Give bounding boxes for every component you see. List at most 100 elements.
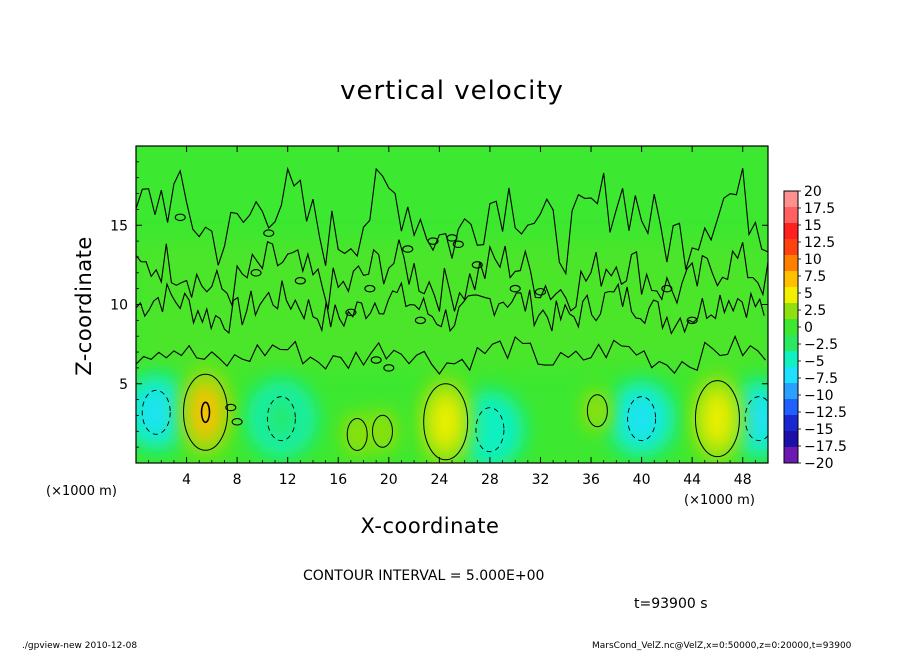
downdraft-core — [138, 388, 175, 437]
updraft-contour — [694, 380, 740, 458]
colorbar-label: −10 — [804, 388, 834, 404]
contour-loop — [534, 288, 547, 296]
x-tick-label: 12 — [279, 472, 297, 488]
contour-line — [136, 334, 766, 375]
colorbar-swatch — [784, 415, 798, 431]
colorbar-swatch — [784, 255, 798, 271]
x-axis: 4 8 12 16 20 24 28 32 36 40 44 48 — [148, 146, 756, 488]
colorbar-swatch — [784, 351, 798, 367]
contour-loop — [263, 229, 275, 237]
downdraft-contour — [627, 396, 657, 442]
downdraft-contour — [141, 389, 171, 435]
updraft-core — [589, 398, 606, 423]
contour-loop — [231, 418, 243, 426]
field-mid-band — [136, 241, 768, 368]
colorbar-swatch — [784, 271, 798, 287]
updraft-contour — [183, 373, 229, 451]
contour-interval-note: CONTOUR INTERVAL = 5.000E+00 — [303, 568, 545, 584]
velocity-field — [136, 146, 768, 463]
x-tick-label: 8 — [233, 472, 242, 488]
contour-loop — [509, 284, 521, 293]
footer-right: MarsCond_VelZ.nc@VelZ,x=0:50000,z=0:2000… — [592, 641, 852, 651]
y-tick-label: 15 — [110, 218, 128, 234]
contour-loop — [250, 269, 262, 277]
x-tick-label: 16 — [329, 472, 347, 488]
colorbar-swatch — [784, 447, 798, 463]
colorbar-label: 0 — [804, 320, 813, 336]
colorbar-label: 17.5 — [804, 201, 835, 217]
x-unit-right: (×1000 m) — [684, 493, 755, 508]
x-tick-label: 40 — [633, 472, 651, 488]
contour-loop — [402, 245, 414, 253]
colorbar-label: −7.5 — [804, 371, 838, 387]
colorbar-swatch — [784, 431, 798, 447]
y-tick-label: 10 — [110, 298, 128, 314]
contour-loop — [294, 276, 306, 285]
downdraft-contour — [744, 396, 768, 442]
colorbar-label: 20 — [804, 184, 822, 200]
contour-loop — [225, 403, 237, 412]
colorbar-label: −5 — [804, 354, 825, 370]
updraft-core — [701, 388, 734, 449]
updraft-core — [189, 382, 222, 443]
colorbar-swatch — [784, 207, 798, 223]
colorbar-swatch — [784, 383, 798, 399]
contour-loop — [661, 284, 673, 293]
colorbar-swatch — [784, 399, 798, 415]
updraft-contour — [371, 414, 393, 448]
colorbar-label: 2.5 — [804, 303, 826, 319]
updraft-inner-contour — [200, 401, 211, 424]
colorbar-swatch — [784, 303, 798, 319]
colorbar-label: −2.5 — [804, 337, 838, 353]
colorbar-label: 5 — [804, 286, 813, 302]
colorbar-label: −15 — [804, 422, 834, 438]
colorbar-label: 10 — [804, 252, 822, 268]
y-axis-label: Z-coordinate — [72, 236, 96, 376]
contour-loop — [686, 316, 698, 325]
x-tick-label: 36 — [582, 472, 600, 488]
contour-line — [136, 239, 768, 312]
colorbar-swatch — [784, 191, 798, 207]
downdraft-core — [263, 394, 300, 443]
x-tick-label: 20 — [380, 472, 398, 488]
colorbar-swatch — [784, 367, 798, 383]
footer-left: ./gpview-new 2010-12-08 — [22, 641, 138, 651]
contour-loop — [414, 316, 426, 325]
colorbar-swatch — [784, 335, 798, 351]
updraft-contour — [586, 394, 608, 428]
x-tick-label: 48 — [734, 472, 752, 488]
x-tick-label: 28 — [481, 472, 499, 488]
contour-lines — [136, 166, 768, 461]
y-tick-label: 5 — [119, 377, 128, 393]
colorbar-swatch — [784, 287, 798, 303]
updraft-contour — [346, 417, 368, 451]
colorbar-label: −17.5 — [804, 439, 847, 455]
x-unit-left: (×1000 m) — [46, 484, 117, 499]
contour-loop — [446, 234, 458, 242]
contour-loop — [174, 213, 186, 222]
updraft-core — [374, 419, 391, 444]
colorbar-swatch — [784, 223, 798, 239]
downdraft-core — [471, 405, 508, 454]
downdraft-core — [741, 394, 768, 443]
contour-loop — [471, 261, 483, 269]
x-tick-label: 44 — [683, 472, 701, 488]
contour-loop — [427, 237, 439, 245]
updraft-core — [349, 422, 366, 447]
x-tick-label: 24 — [430, 472, 448, 488]
contour-loop — [452, 240, 464, 249]
chart-title: vertical velocity — [340, 76, 564, 106]
y-axis: 5 10 15 — [110, 161, 768, 448]
colorbar-label: 7.5 — [804, 269, 826, 285]
colorbar-label: 12.5 — [804, 235, 835, 251]
downdraft-core — [623, 394, 660, 443]
colorbar-swatch — [784, 319, 798, 335]
x-tick-label: 4 — [182, 472, 191, 488]
contour-line — [136, 166, 768, 276]
updraft-contour — [423, 383, 469, 461]
time-stamp: t=93900 s — [634, 596, 708, 612]
x-axis-label: X-coordinate — [360, 514, 500, 538]
colorbar-label: −12.5 — [804, 405, 847, 421]
updraft-core — [429, 391, 462, 452]
